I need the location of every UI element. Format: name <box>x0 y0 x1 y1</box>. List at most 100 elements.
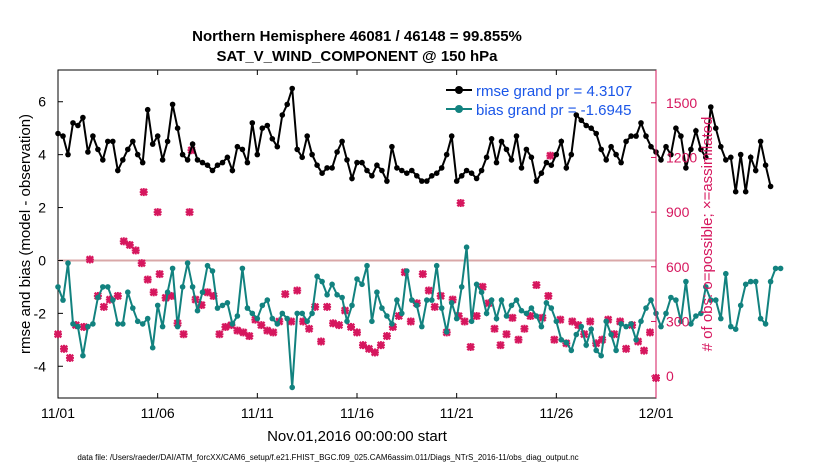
bias-point <box>329 281 335 288</box>
rmse-point <box>229 167 236 174</box>
bias-point <box>648 297 654 303</box>
bias-point <box>663 310 669 317</box>
obs-point <box>323 302 332 311</box>
bias-point <box>204 262 211 269</box>
rmse-point <box>658 157 664 163</box>
rmse-point <box>80 114 86 121</box>
rmse-point <box>249 120 256 126</box>
rmse-point <box>433 170 440 176</box>
bias-point <box>548 305 555 311</box>
bias-point <box>713 297 719 303</box>
bias-point <box>349 302 355 309</box>
bias-point <box>483 310 490 317</box>
bias-point <box>209 268 216 274</box>
bias-point <box>289 384 296 391</box>
rmse-point <box>548 162 555 168</box>
rmse-point <box>708 104 714 110</box>
rmse-point <box>394 165 400 171</box>
rmse-point <box>194 157 201 163</box>
bias-point <box>523 310 530 317</box>
chart-title: Northern Hemisphere 46081 / 46148 = 99.8… <box>192 28 522 45</box>
y-axis-right: 0 300 600 900 1200 1500 <box>651 70 697 398</box>
bias-point <box>433 262 440 269</box>
rmse-point <box>95 146 101 153</box>
rmse-point <box>264 122 271 129</box>
x-axis: 11/01 11/06 11/11 11/16 11/21 11/26 12/01 <box>41 70 674 421</box>
rmse-point <box>718 143 724 150</box>
bias-point <box>339 294 345 301</box>
bias-point <box>478 289 485 296</box>
y-axis-left: -4 -2 0 2 4 6 <box>34 94 63 374</box>
rmse-point <box>364 167 370 174</box>
rmse-point <box>354 159 360 166</box>
obs-point <box>143 275 152 284</box>
bias-point <box>613 347 619 354</box>
rmse-point <box>747 154 754 161</box>
rmse-point <box>732 188 739 195</box>
obs-point <box>352 328 362 337</box>
obs-point <box>520 324 529 333</box>
bias-point <box>762 321 769 327</box>
bias-point <box>583 342 589 348</box>
obs-point <box>418 270 427 279</box>
obs-point <box>622 344 631 353</box>
bias-point <box>374 289 380 296</box>
bias-point <box>468 318 475 325</box>
obs-point <box>532 280 541 290</box>
y-tick-label-right: 600 <box>666 259 690 275</box>
bias-point <box>324 292 330 298</box>
obs-point <box>257 321 266 330</box>
rmse-point <box>458 173 465 179</box>
bias-point <box>100 284 106 290</box>
x-axis-label: Nov.01,2016 00:00:00 start <box>267 428 448 445</box>
bias-point <box>732 326 739 333</box>
bias-point <box>105 284 111 290</box>
bias-point <box>354 276 360 282</box>
rmse-point <box>374 162 380 168</box>
rmse-point <box>698 146 704 153</box>
rmse-point <box>608 143 614 150</box>
rmse-point <box>573 112 580 118</box>
rmse-point <box>628 133 634 139</box>
rmse-point <box>603 157 609 163</box>
rmse-point <box>324 165 330 171</box>
obs-point <box>179 330 188 339</box>
rmse-point <box>344 157 350 163</box>
rmse-point <box>339 138 345 145</box>
rmse-point <box>713 125 719 131</box>
y-tick-label: 2 <box>38 200 46 216</box>
bias-point <box>493 315 500 322</box>
bias-point <box>224 300 231 306</box>
rmse-point <box>538 170 545 176</box>
bias-point <box>424 297 430 303</box>
bias-point <box>443 329 450 335</box>
rmse-point <box>384 178 390 184</box>
bias-point <box>608 331 614 338</box>
rmse-point <box>309 151 315 158</box>
bias-point <box>593 347 599 354</box>
obs-point <box>149 288 158 297</box>
bias-point <box>110 297 116 303</box>
rmse-point <box>723 157 729 163</box>
bias-point <box>623 323 629 330</box>
bias-point <box>508 302 515 309</box>
bias-point <box>229 321 236 327</box>
bias-point <box>319 278 325 285</box>
bias-point <box>159 323 166 330</box>
rmse-point <box>488 136 495 142</box>
bias-point <box>214 305 221 311</box>
rmse-point <box>319 170 325 176</box>
bias-point <box>538 323 545 330</box>
x-tick-label: 11/26 <box>539 405 573 421</box>
legend-rmse-marker <box>455 86 463 94</box>
bias-point <box>409 297 415 303</box>
bias-point <box>174 323 181 330</box>
rmse-point <box>668 151 674 158</box>
rmse-point <box>673 125 679 131</box>
y-tick-label: 4 <box>38 147 46 163</box>
obs-point <box>119 237 128 246</box>
bias-point <box>777 265 784 272</box>
bias-point <box>65 260 71 266</box>
rmse-point <box>568 151 575 158</box>
bias-point <box>419 323 425 330</box>
